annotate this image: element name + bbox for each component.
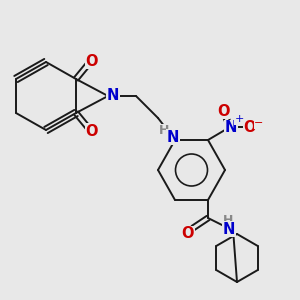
Text: O: O: [182, 226, 194, 242]
Text: −: −: [254, 118, 264, 128]
Text: N: N: [167, 130, 179, 145]
Text: +: +: [234, 114, 244, 124]
Text: N: N: [107, 88, 119, 104]
Text: H: H: [223, 214, 233, 226]
Text: O: O: [86, 53, 98, 68]
Text: O: O: [244, 119, 256, 134]
Text: O: O: [217, 103, 229, 118]
Text: H: H: [159, 124, 169, 137]
Text: N: N: [225, 121, 237, 136]
Text: N: N: [223, 221, 235, 236]
Text: O: O: [86, 124, 98, 139]
